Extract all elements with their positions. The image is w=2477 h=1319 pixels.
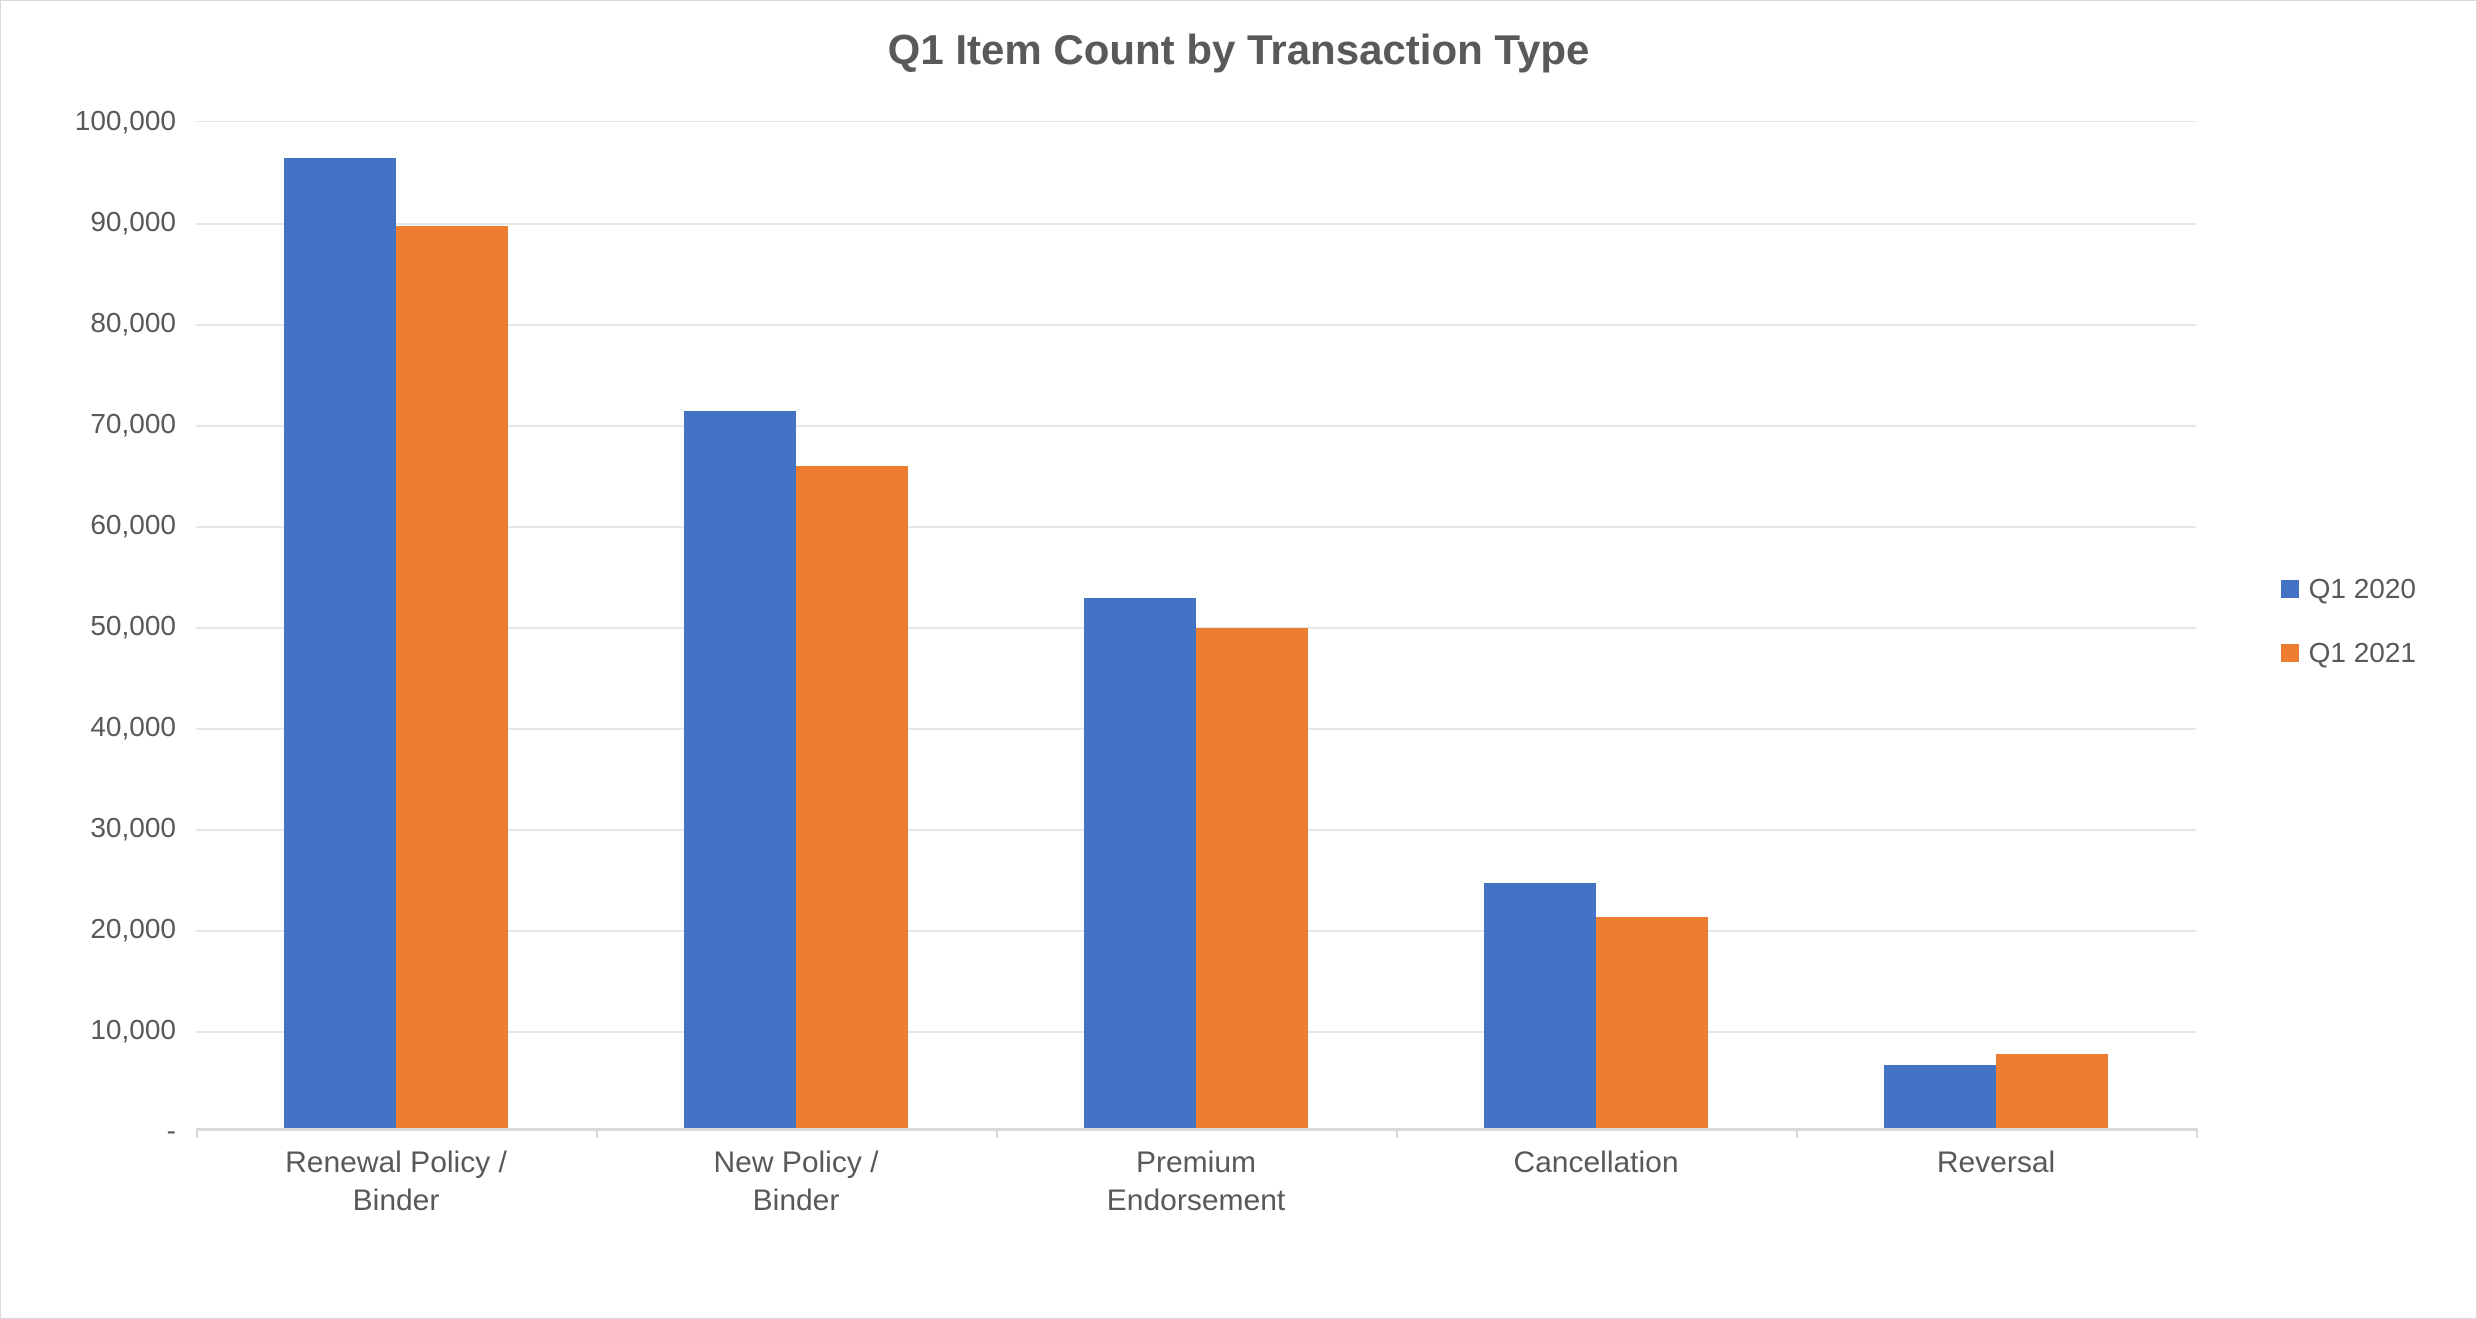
y-axis-label: 30,000: [90, 812, 176, 844]
y-axis-label: 60,000: [90, 509, 176, 541]
legend-item-q1-2020: Q1 2020: [2281, 573, 2416, 605]
legend: Q1 2020 Q1 2021: [2281, 573, 2416, 669]
bar: [396, 226, 508, 1128]
legend-swatch-q1-2021: [2281, 644, 2299, 662]
x-axis-label: Renewal Policy /Binder: [196, 1128, 596, 1219]
y-axis-label: 70,000: [90, 408, 176, 440]
x-axis-label-line: Renewal Policy /: [196, 1144, 596, 1182]
legend-label-q1-2020: Q1 2020: [2309, 573, 2416, 605]
y-axis-label: 90,000: [90, 206, 176, 238]
gridline: [196, 223, 2196, 225]
bar: [1084, 598, 1196, 1128]
bar: [1484, 883, 1596, 1128]
y-axis-label: 50,000: [90, 610, 176, 642]
x-axis-label-line: Endorsement: [996, 1182, 1396, 1220]
y-axis-label: 20,000: [90, 913, 176, 945]
bar: [796, 466, 908, 1128]
plot-area: Renewal Policy /BinderNew Policy /Binder…: [196, 121, 2196, 1131]
bar: [284, 158, 396, 1128]
legend-label-q1-2021: Q1 2021: [2309, 637, 2416, 669]
x-axis-label-line: Binder: [196, 1182, 596, 1220]
x-axis-label: New Policy /Binder: [596, 1128, 996, 1219]
y-axis-label: 80,000: [90, 307, 176, 339]
y-axis-label: 40,000: [90, 711, 176, 743]
bar: [1996, 1054, 2108, 1128]
x-axis-label-line: Reversal: [1796, 1144, 2196, 1182]
x-axis-label: Cancellation: [1396, 1128, 1796, 1182]
y-axis-label: 10,000: [90, 1014, 176, 1046]
chart-container: Q1 Item Count by Transaction Type Renewa…: [0, 0, 2477, 1319]
x-axis-label-line: Premium: [996, 1144, 1396, 1182]
x-axis-label: PremiumEndorsement: [996, 1128, 1396, 1219]
x-tick: [2196, 1128, 2198, 1138]
bar: [684, 411, 796, 1128]
bar: [1596, 917, 1708, 1128]
x-axis-label-line: New Policy /: [596, 1144, 996, 1182]
x-axis-label: Reversal: [1796, 1128, 2196, 1182]
bar: [1884, 1065, 1996, 1128]
x-axis-label-line: Binder: [596, 1182, 996, 1220]
chart-title: Q1 Item Count by Transaction Type: [1, 26, 2476, 74]
y-axis-label: 100,000: [75, 105, 176, 137]
x-axis-label-line: Cancellation: [1396, 1144, 1796, 1182]
bar: [1196, 628, 1308, 1128]
legend-item-q1-2021: Q1 2021: [2281, 637, 2416, 669]
legend-swatch-q1-2020: [2281, 580, 2299, 598]
y-axis-label: -: [167, 1115, 176, 1147]
